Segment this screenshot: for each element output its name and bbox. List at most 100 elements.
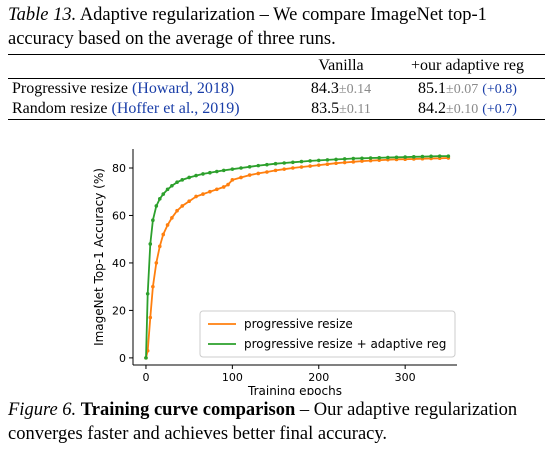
series-2-point [221,168,226,173]
series-1-point [161,232,166,237]
table-row: Progressive resize (Howard, 2018) 84.3±0… [8,79,545,100]
table-header-row: Vanilla +our adaptive reg [8,54,545,79]
y-axis-label: ImageNet Top-1 Accuracy (%) [92,168,106,346]
series-1-point [368,158,373,163]
series-1-point [157,244,162,249]
adaptive-std: ±0.07 [446,82,479,97]
series-2-point [145,291,150,296]
citation-link[interactable]: (Hoffer et al., 2019) [111,100,240,117]
series-2-point [282,161,286,165]
results-table: Vanilla +our adaptive reg Progressive re… [8,54,545,120]
series-1-point [170,216,174,220]
series-2-point [342,157,347,161]
figure-caption-text: – Our adaptive regularization converges … [8,400,518,444]
header-vanilla: Vanilla [318,57,364,74]
series-1-point [282,167,286,171]
series-1-point [180,204,185,208]
y-tick-label: 40 [112,257,126,270]
series-2-point [316,158,321,163]
series-2-point [308,159,312,163]
legend-label-1: progressive resize [244,317,353,331]
header-method [8,55,292,79]
x-tick-label: 200 [308,371,329,384]
series-1-point [148,315,153,320]
series-2-point [215,169,219,174]
series-2-point [194,173,198,178]
series-2-point [360,156,364,161]
gain-value: (+0.8) [482,82,517,97]
vanilla-value: 84.3 [310,80,339,97]
series-2-point [157,197,162,201]
series-2-point [180,178,185,182]
row-method-cell: Random resize (Hoffer et al., 2019) [8,99,292,120]
legend-label-2: progressive resize + adaptive reg [244,337,446,351]
series-2-point [208,170,212,175]
series-2-point [265,162,269,167]
series-1-point [175,208,179,213]
x-tick-label: 300 [395,371,416,384]
vanilla-cell: 84.3±0.14 [292,79,390,100]
series-1-point [239,175,243,180]
series-2-point [161,192,166,196]
series-1-point [325,162,330,166]
y-tick-label: 60 [112,209,126,222]
row-method-cell: Progressive resize (Howard, 2018) [8,79,292,100]
table-row: Random resize (Hoffer et al., 2019) 83.5… [8,99,545,120]
series-2-point [377,155,382,160]
series-2-point [291,160,295,165]
x-axis-label: Training epochs [247,384,342,395]
series-2-point [175,180,179,185]
series-1-point [299,165,304,169]
series-2-point [151,218,155,223]
vanilla-std: ±0.14 [338,82,372,97]
y-tick-label: 20 [112,304,126,317]
adaptive-cell: 84.2±0.10 (+0.7) [390,99,545,120]
series-2-point [230,167,235,171]
series-2-point [273,161,278,166]
series-2-point [165,187,170,192]
header-adaptive: +our adaptive reg [411,57,524,74]
method-name: Random resize [12,100,108,117]
series-2-point [351,156,356,161]
figure-caption-label: Figure 6. [8,400,77,420]
adaptive-value: 85.1 [418,80,447,97]
series-1-point [342,160,347,165]
series-1-point [165,223,170,227]
series-1-point [334,161,338,166]
series-2-point [420,154,425,159]
series-2-point [239,166,243,170]
series-2-point [429,154,433,159]
series-1-point [291,166,295,170]
series-2-point [144,356,148,360]
adaptive-value: 84.2 [418,100,447,117]
series-1-point [187,199,191,204]
table-caption: Table 13. Adaptive regularization – We c… [8,3,548,51]
series-2-point [256,163,261,168]
series-2-point [148,242,153,246]
series-2-point [412,155,416,159]
series-2-point [394,155,399,160]
series-1-point [151,284,155,289]
series-2-point [437,154,442,158]
series-1-point [154,261,159,265]
series-1-point [360,159,364,163]
y-tick-label: 80 [112,162,126,175]
vanilla-cell: 83.5±0.11 [292,99,390,120]
series-1-point [308,164,312,168]
series-1-point [201,192,205,196]
series-1-point [194,194,198,199]
series-1-point [273,168,278,173]
vanilla-value: 83.5 [311,100,340,117]
y-tick-label: 0 [119,352,126,365]
series-2-point [170,183,174,188]
series-1-point [215,187,219,192]
series-1-point [265,170,269,174]
table-caption-label: Table 13. [8,5,77,25]
series-2-point [299,159,304,164]
adaptive-cell: 85.1±0.07 (+0.8) [390,79,545,100]
series-2-point [446,154,451,158]
series-1-point [230,178,235,182]
citation-link[interactable]: (Howard, 2018) [131,80,235,97]
series-2-point [325,158,330,162]
series-2-point [247,165,252,169]
